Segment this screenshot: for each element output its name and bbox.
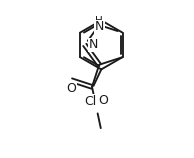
Text: O: O	[98, 94, 108, 107]
Text: N: N	[94, 20, 104, 33]
Text: Cl: Cl	[84, 95, 96, 108]
Text: H: H	[95, 16, 103, 26]
Text: N: N	[88, 38, 98, 51]
Text: O: O	[67, 82, 76, 95]
